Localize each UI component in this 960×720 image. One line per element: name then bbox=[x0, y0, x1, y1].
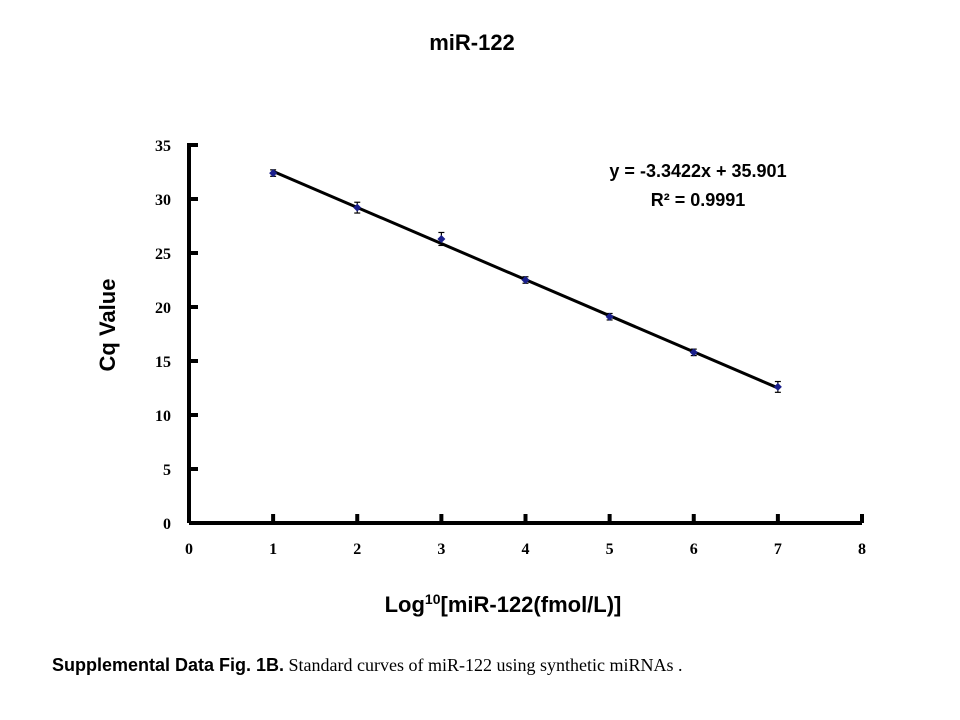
y-tick-label: 35 bbox=[155, 138, 171, 155]
data-point bbox=[689, 348, 698, 357]
y-tick-label: 30 bbox=[155, 192, 171, 209]
x-axis-label: Log10[miR-122(fmol/L)] bbox=[385, 591, 622, 617]
data-point bbox=[269, 169, 278, 178]
x-tick-label: 4 bbox=[522, 541, 530, 558]
data-point bbox=[605, 312, 614, 321]
x-tick-label: 0 bbox=[185, 541, 193, 558]
caption-bold: Supplemental Data Fig. 1B. bbox=[52, 655, 285, 675]
x-tick-label: 2 bbox=[353, 541, 361, 558]
x-axis-label-prefix: Log bbox=[385, 592, 425, 617]
x-axis-label-superscript: 10 bbox=[425, 591, 441, 607]
figure-caption: Supplemental Data Fig. 1B. Standard curv… bbox=[52, 655, 932, 676]
chart: miR-122 0 5 10 15 20 25 30 35 0 1 2 3 4 5 6 7 8 y = -3.… bbox=[95, 30, 866, 617]
x-tick-label: 5 bbox=[606, 541, 614, 558]
x-axis-label-suffix: [miR-122(fmol/L)] bbox=[441, 592, 622, 617]
chart-title: miR-122 bbox=[429, 30, 515, 55]
x-axis-ticks: 0 1 2 3 4 5 6 7 8 bbox=[185, 514, 866, 558]
r-squared-label: R² = 0.9991 bbox=[651, 190, 746, 210]
y-axis-ticks: 0 5 10 15 20 25 30 35 bbox=[155, 138, 198, 533]
data-point bbox=[773, 382, 782, 391]
y-axis-label: Cq Value bbox=[95, 279, 120, 372]
y-tick-label: 25 bbox=[155, 246, 171, 263]
data-point bbox=[353, 203, 362, 212]
data-point bbox=[521, 276, 530, 284]
y-tick-label: 15 bbox=[155, 354, 171, 371]
data-point bbox=[437, 234, 446, 243]
y-tick-label: 20 bbox=[155, 300, 171, 317]
x-tick-label: 8 bbox=[858, 541, 866, 558]
y-tick-label: 10 bbox=[155, 408, 171, 425]
caption-text: Standard curves of miR-122 using synthet… bbox=[284, 655, 683, 675]
data-points bbox=[269, 169, 782, 391]
x-tick-label: 6 bbox=[690, 541, 698, 558]
y-tick-label: 5 bbox=[163, 462, 171, 479]
trendline-equation: y = -3.3422x + 35.901 bbox=[609, 161, 786, 181]
x-tick-label: 7 bbox=[774, 541, 782, 558]
x-tick-label: 1 bbox=[269, 541, 277, 558]
x-tick-label: 3 bbox=[437, 541, 445, 558]
y-tick-label: 0 bbox=[163, 516, 171, 533]
